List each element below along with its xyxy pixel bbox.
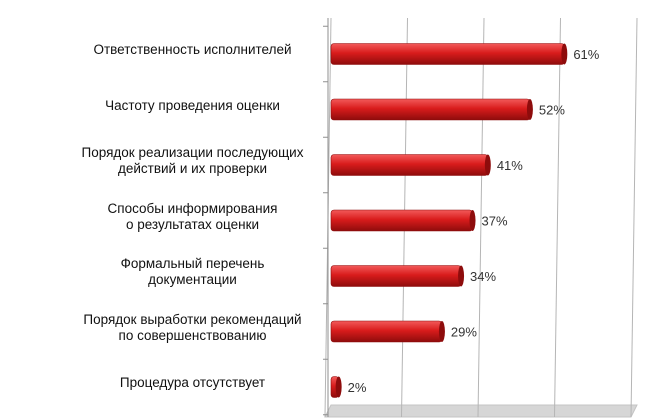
data-label: 52%: [539, 103, 565, 118]
category-label-line: по совершенствованию: [118, 327, 267, 343]
data-label: 29%: [451, 325, 477, 340]
bar-end-cap: [526, 99, 533, 120]
category-label-line: Способы информирования: [107, 200, 278, 216]
category-label: Порядок реализации последующих действий и…: [60, 145, 325, 177]
category-label-line: Процедура отсутствует: [119, 375, 266, 390]
category-label-line: о результатах оценки: [125, 216, 260, 232]
category-label-line: Частоту проведения оценки: [105, 97, 280, 113]
gridline: [630, 17, 638, 418]
category-label: Ответственность исполнителей: [60, 42, 325, 58]
data-label: 37%: [482, 214, 508, 229]
category-label-line: действий и их проверки: [117, 161, 267, 176]
bar: [330, 98, 531, 121]
bar-end-cap: [469, 210, 476, 231]
category-label: Процедура отсутствует: [60, 375, 325, 391]
category-label: Порядок выработки рекомендаций по соверше…: [60, 312, 325, 344]
category-label: Формальный перечень документации: [60, 256, 325, 288]
category-label-line: Порядок выработки рекомендаций: [83, 311, 302, 327]
chart-floor: [324, 404, 638, 418]
data-label: 34%: [470, 269, 496, 284]
category-label-line: документации: [148, 272, 237, 287]
bar: [330, 43, 565, 65]
bar-end-cap: [438, 321, 445, 342]
category-label: Способы информирования о результатах оцен…: [60, 201, 325, 233]
category-label-line: Формальный перечень: [120, 256, 265, 271]
bar: [330, 265, 462, 287]
bar: [330, 209, 473, 232]
data-label: 61%: [573, 47, 599, 62]
data-label: 41%: [497, 158, 523, 173]
gridline: [554, 17, 561, 418]
bar-end-cap: [484, 154, 491, 176]
bar-end-cap: [335, 376, 342, 398]
bar-end-cap: [458, 265, 465, 287]
bar: [330, 320, 443, 343]
category-label: Частоту проведения оценки: [60, 98, 325, 114]
data-label: 2%: [348, 380, 367, 395]
bar: [330, 154, 489, 176]
bar-end-cap: [561, 43, 568, 65]
category-label-line: Порядок реализации последующих: [81, 145, 304, 160]
gridline: [477, 17, 485, 418]
category-label-line: Ответственность исполнителей: [93, 42, 292, 57]
